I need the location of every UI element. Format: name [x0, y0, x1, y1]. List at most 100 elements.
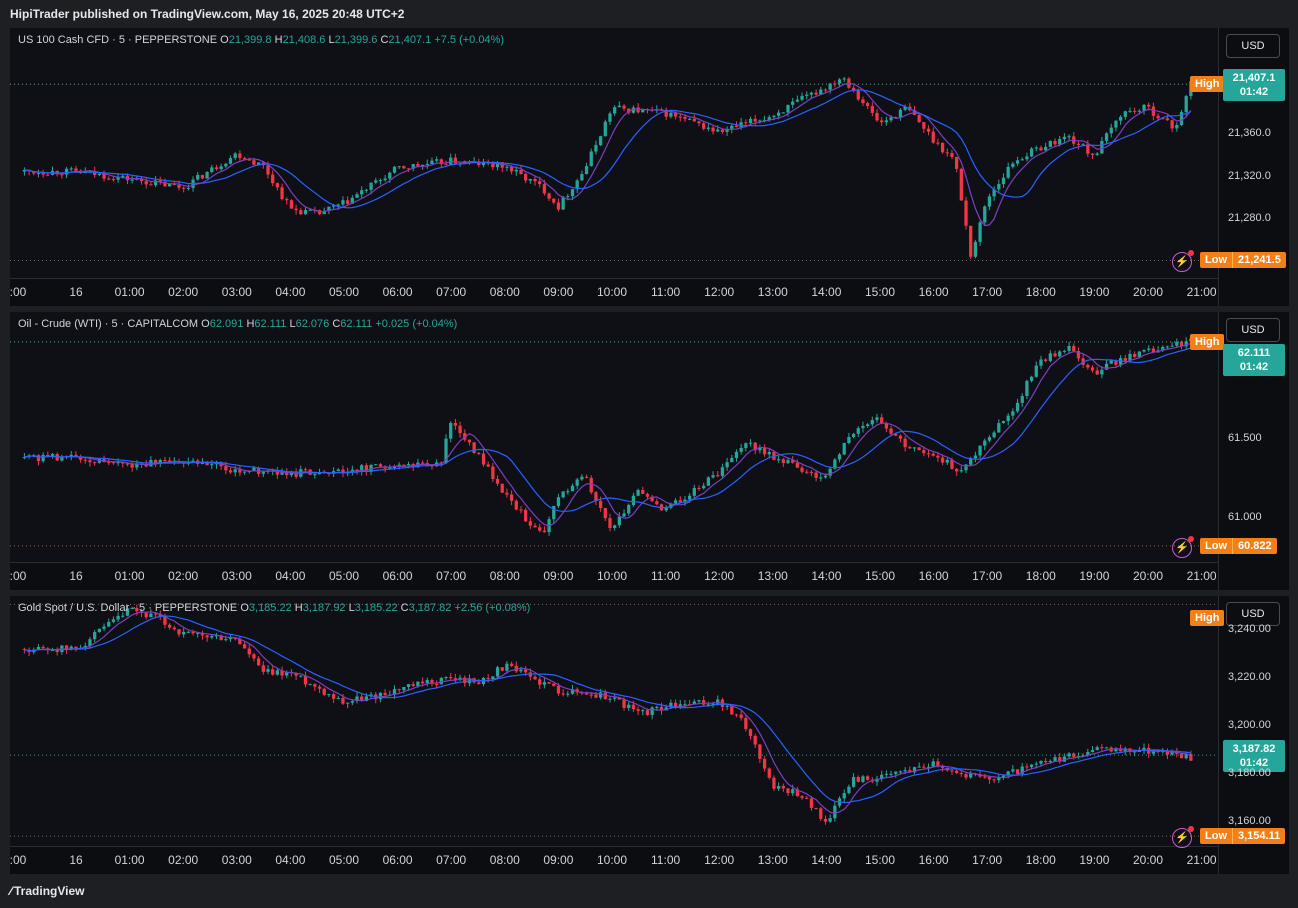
candle-body — [125, 608, 130, 616]
candle-body — [851, 777, 856, 787]
candle-body — [303, 210, 308, 215]
candle-body — [678, 116, 682, 118]
candle-body — [289, 472, 294, 476]
candle-body — [467, 439, 472, 443]
candle-body — [247, 159, 251, 161]
candle-body — [997, 184, 1001, 190]
candlestick-chart[interactable] — [10, 28, 1218, 278]
candle-body — [617, 697, 621, 700]
plot-area[interactable] — [10, 312, 1218, 562]
candle-body — [697, 121, 701, 124]
candle-body — [121, 462, 125, 464]
candle-body — [341, 200, 345, 205]
candle-body — [97, 458, 101, 463]
candle-body — [167, 460, 172, 462]
candle-body — [739, 447, 743, 452]
candle-body — [866, 776, 870, 780]
candle-body — [931, 453, 935, 456]
candlestick-chart[interactable] — [10, 596, 1218, 846]
candle-body — [744, 122, 748, 124]
candle-body — [744, 443, 748, 448]
candle-body — [285, 199, 289, 201]
candle-body — [1090, 367, 1095, 371]
countdown-value: 01:42 — [1239, 86, 1269, 99]
plot-area[interactable] — [10, 28, 1218, 278]
chart-panel-gold[interactable]: Gold Spot / U.S. Dollar · 5 · PEPPERSTON… — [9, 596, 1289, 875]
candle-body — [1151, 751, 1156, 754]
candle-body — [64, 168, 69, 175]
candle-body — [1179, 341, 1184, 347]
candle-body — [346, 702, 350, 704]
currency-button[interactable]: USD — [1226, 318, 1280, 342]
candle-body — [444, 438, 448, 463]
candle-body — [425, 164, 429, 166]
candle-body — [355, 194, 359, 198]
x-tick-label: 20:00 — [1132, 569, 1164, 583]
candle-body — [107, 178, 111, 180]
time-axis[interactable] — [10, 562, 1218, 591]
candle-body — [439, 462, 443, 464]
candle-body — [228, 157, 233, 164]
candle-body — [622, 105, 626, 109]
currency-button[interactable]: USD — [1226, 602, 1280, 626]
candle-body — [121, 615, 125, 617]
candle-body — [702, 485, 706, 489]
candle-body — [542, 530, 547, 533]
candle-body — [884, 773, 889, 775]
candle-body — [659, 706, 664, 711]
x-tick-label: 07:00 — [436, 853, 467, 867]
candle-body — [917, 447, 921, 451]
candle-body — [1020, 159, 1024, 161]
price-axis[interactable] — [1218, 596, 1289, 874]
currency-button[interactable]: USD — [1226, 34, 1280, 58]
x-tick-label: 10:00 — [596, 285, 628, 299]
high-label: H — [294, 602, 303, 614]
candle-body — [589, 151, 593, 167]
candle-body — [495, 162, 500, 168]
candle-body — [903, 106, 907, 110]
candle-body — [1011, 411, 1015, 416]
candle-body — [744, 717, 748, 730]
candle-body — [1011, 163, 1015, 167]
candle-body — [1142, 747, 1146, 752]
candle-body — [238, 638, 242, 645]
candle-body — [472, 442, 476, 453]
footer-brand[interactable]: ⁄⁄ TradingView — [10, 882, 84, 900]
candle-body — [1006, 166, 1010, 178]
candle-body — [224, 163, 228, 167]
y-tick-label: 61.000 — [1228, 510, 1262, 523]
candle-body — [898, 109, 903, 118]
time-axis[interactable] — [10, 278, 1218, 307]
candle-body — [959, 470, 963, 472]
candle-body — [1114, 120, 1118, 128]
x-tick-label: :00 — [9, 853, 27, 867]
candle-body — [435, 159, 439, 161]
candle-body — [547, 193, 551, 199]
candle-body — [60, 174, 64, 176]
candle-body — [275, 670, 280, 675]
candle-body — [669, 503, 673, 508]
lightning-icon[interactable]: ⚡ — [1172, 535, 1194, 558]
lightning-icon[interactable]: ⚡ — [1172, 826, 1194, 848]
candle-body — [1095, 153, 1099, 155]
chart-panel-us100[interactable]: US 100 Cash CFD · 5 · PEPPERSTONE O21,39… — [10, 28, 1289, 307]
candle-body — [795, 99, 800, 102]
x-tick-label: 06:00 — [382, 569, 413, 583]
candle-body — [350, 469, 354, 473]
candle-body — [1001, 177, 1006, 185]
candle-body — [1114, 748, 1118, 752]
candlestick-chart[interactable] — [10, 312, 1218, 562]
x-tick-label: 05:00 — [328, 285, 360, 299]
candle-body — [69, 454, 73, 457]
candle-body — [163, 616, 167, 625]
candle-body — [153, 180, 158, 186]
candle-body — [716, 475, 720, 477]
candle-body — [74, 454, 78, 457]
lightning-icon[interactable]: ⚡ — [1172, 250, 1194, 273]
candle-body — [97, 628, 101, 633]
candle-body — [570, 485, 575, 492]
chart-panel-oil[interactable]: Oil - Crude (WTI) · 5 · CAPITALCOM O62.0… — [10, 312, 1289, 591]
candle-body — [41, 455, 45, 462]
time-axis[interactable] — [10, 846, 1218, 875]
candle-body — [1072, 753, 1076, 757]
